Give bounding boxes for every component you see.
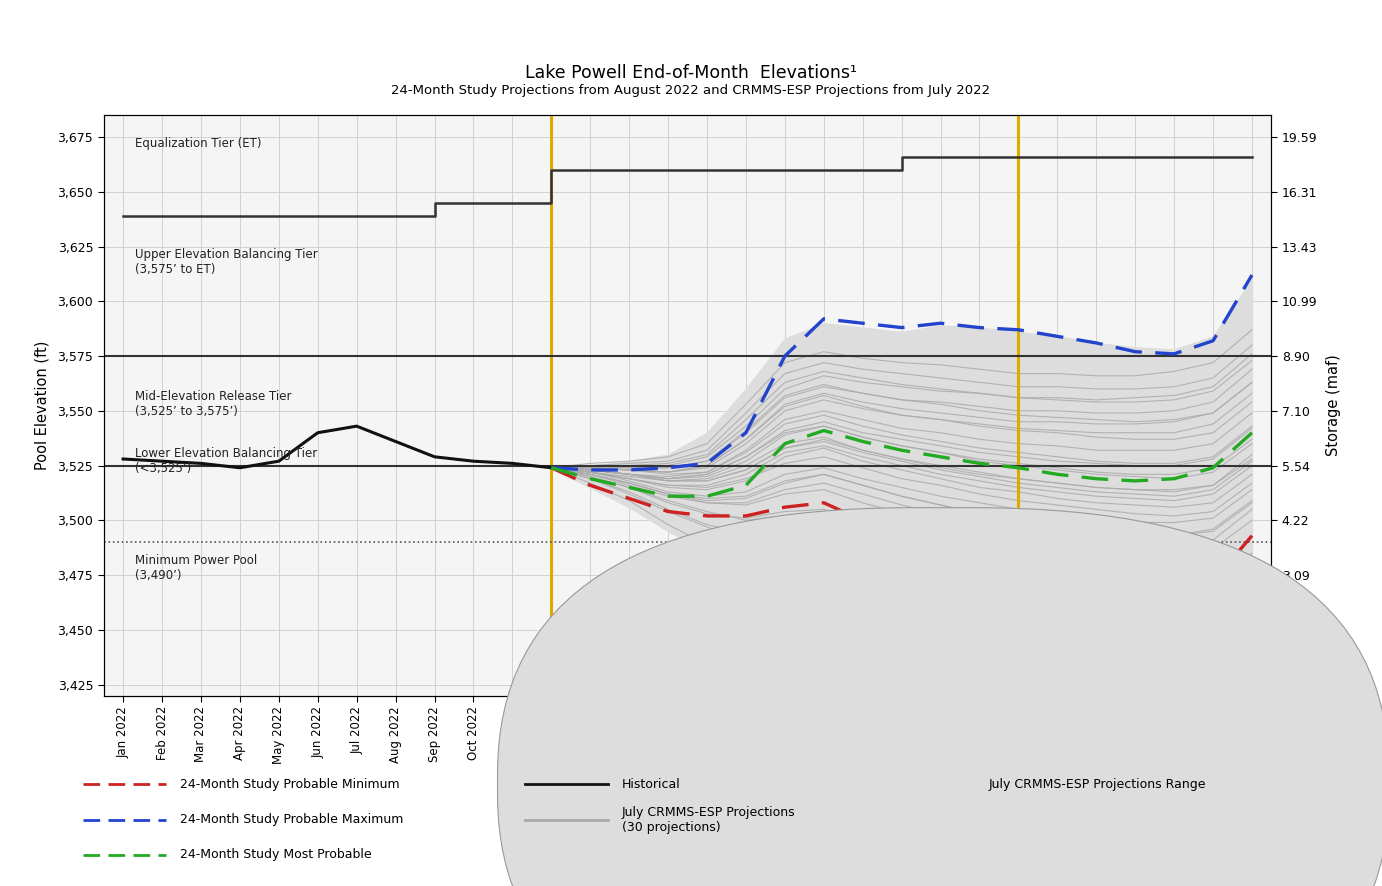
Text: Upper Elevation Balancing Tier
(3,575’ to ET): Upper Elevation Balancing Tier (3,575’ t… — [135, 248, 318, 276]
Text: July CRMMS-ESP Projections
(30 projections): July CRMMS-ESP Projections (30 projectio… — [622, 805, 796, 834]
Text: Equalization Tier (ET): Equalization Tier (ET) — [135, 137, 261, 150]
Text: July CRMMS-ESP Projections Range: July CRMMS-ESP Projections Range — [988, 778, 1205, 790]
Text: 24-Month Study Probable Minimum: 24-Month Study Probable Minimum — [180, 778, 399, 790]
Text: Historical: Historical — [622, 778, 681, 790]
Text: Lake Powell End-of-Month  Elevations¹: Lake Powell End-of-Month Elevations¹ — [525, 65, 857, 82]
Y-axis label: Storage (maf): Storage (maf) — [1325, 354, 1341, 456]
Text: 24-Month Study Probable Maximum: 24-Month Study Probable Maximum — [180, 813, 404, 826]
Text: 24-Month Study Projections from August 2022 and CRMMS-ESP Projections from July : 24-Month Study Projections from August 2… — [391, 84, 991, 97]
Text: Minimum Power Pool
(3,490’): Minimum Power Pool (3,490’) — [135, 555, 257, 582]
Text: Mid-Elevation Release Tier
(3,525’ to 3,575’): Mid-Elevation Release Tier (3,525’ to 3,… — [135, 390, 292, 418]
Text: Lower Elevation Balancing Tier
(<3,525’): Lower Elevation Balancing Tier (<3,525’) — [135, 447, 316, 475]
Y-axis label: Pool Elevation (ft): Pool Elevation (ft) — [35, 340, 48, 470]
Text: 24-Month Study Most Probable: 24-Month Study Most Probable — [180, 849, 372, 861]
